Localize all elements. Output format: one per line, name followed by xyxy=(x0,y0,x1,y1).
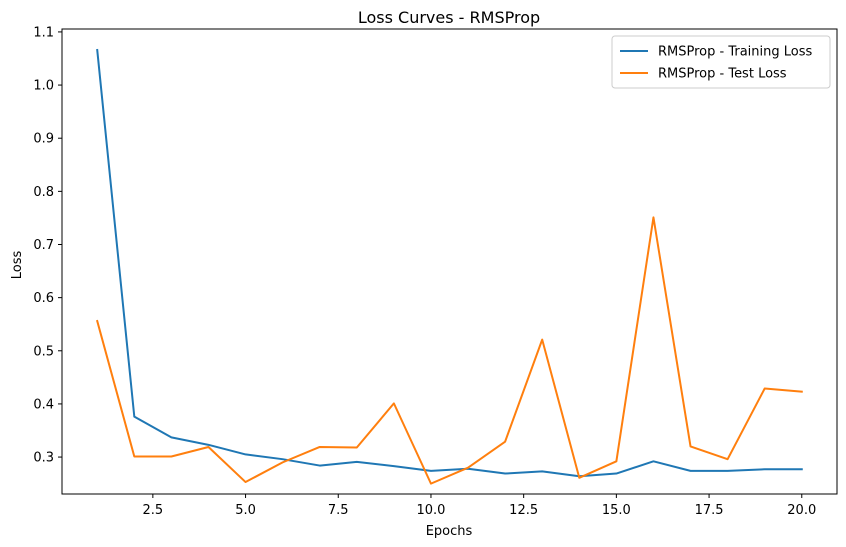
legend: RMSProp - Training Loss RMSProp - Test Lo… xyxy=(611,35,831,89)
legend-label: RMSProp - Training Loss xyxy=(658,45,813,60)
y-tick-label: 0.5 xyxy=(33,344,54,359)
x-tick-label: 2.5 xyxy=(143,503,164,518)
y-axis-label: Loss xyxy=(10,251,25,280)
x-tick-label: 10.0 xyxy=(416,503,445,518)
y-tick-label: 0.4 xyxy=(33,397,54,412)
y-tick-label: 0.7 xyxy=(33,238,54,253)
x-tick-label: 17.5 xyxy=(695,503,724,518)
y-tick-label: 0.3 xyxy=(33,451,54,466)
series-line-training-loss xyxy=(96,48,803,478)
series-line-test-loss xyxy=(96,216,803,485)
x-tick-label: 20.0 xyxy=(787,503,816,518)
x-tick-label: 5.0 xyxy=(235,503,256,518)
plot-frame xyxy=(61,28,838,495)
x-tick-label: 12.5 xyxy=(509,503,538,518)
y-tick-label: 0.9 xyxy=(33,132,54,147)
x-tick-label: 7.5 xyxy=(328,503,349,518)
chart-title: Loss Curves - RMSProp xyxy=(358,8,540,27)
legend-label: RMSProp - Test Loss xyxy=(658,67,787,82)
y-tick-label: 0.8 xyxy=(33,185,54,200)
y-tick-label: 1.1 xyxy=(33,25,54,40)
y-tick-label: 0.6 xyxy=(33,291,54,306)
y-tick-label: 1.0 xyxy=(33,79,54,94)
legend-box xyxy=(611,35,831,89)
plot-area: 2.5 5.0 7.5 10.0 12.5 15.0 17.5 20.0 0.3 0.4 0.5 0.… xyxy=(33,25,816,518)
x-axis-label: Epochs xyxy=(426,524,473,539)
x-tick-label: 15.0 xyxy=(602,503,631,518)
